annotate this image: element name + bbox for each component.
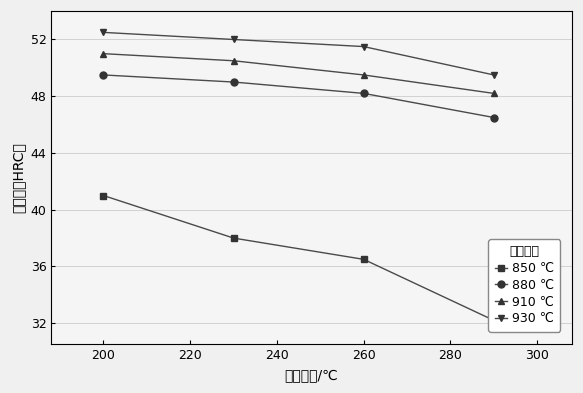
880 ℃ bbox=[490, 115, 497, 120]
850 ℃ bbox=[360, 257, 367, 262]
Line: 930 ℃: 930 ℃ bbox=[100, 29, 497, 79]
Line: 850 ℃: 850 ℃ bbox=[100, 192, 497, 324]
930 ℃ bbox=[230, 37, 237, 42]
910 ℃ bbox=[230, 59, 237, 63]
Legend: 850 ℃, 880 ℃, 910 ℃, 930 ℃: 850 ℃, 880 ℃, 910 ℃, 930 ℃ bbox=[489, 239, 560, 332]
930 ℃ bbox=[100, 30, 107, 35]
Line: 880 ℃: 880 ℃ bbox=[100, 72, 497, 121]
Line: 910 ℃: 910 ℃ bbox=[100, 50, 497, 97]
850 ℃ bbox=[100, 193, 107, 198]
X-axis label: 回火温度/℃: 回火温度/℃ bbox=[285, 368, 339, 382]
880 ℃ bbox=[100, 73, 107, 77]
850 ℃ bbox=[490, 318, 497, 323]
930 ℃ bbox=[360, 44, 367, 49]
910 ℃ bbox=[490, 91, 497, 96]
850 ℃ bbox=[230, 236, 237, 241]
880 ℃ bbox=[360, 91, 367, 96]
910 ℃ bbox=[100, 51, 107, 56]
930 ℃ bbox=[490, 73, 497, 77]
910 ℃ bbox=[360, 73, 367, 77]
880 ℃ bbox=[230, 80, 237, 84]
Y-axis label: 硬度值（HRC）: 硬度值（HRC） bbox=[11, 142, 25, 213]
